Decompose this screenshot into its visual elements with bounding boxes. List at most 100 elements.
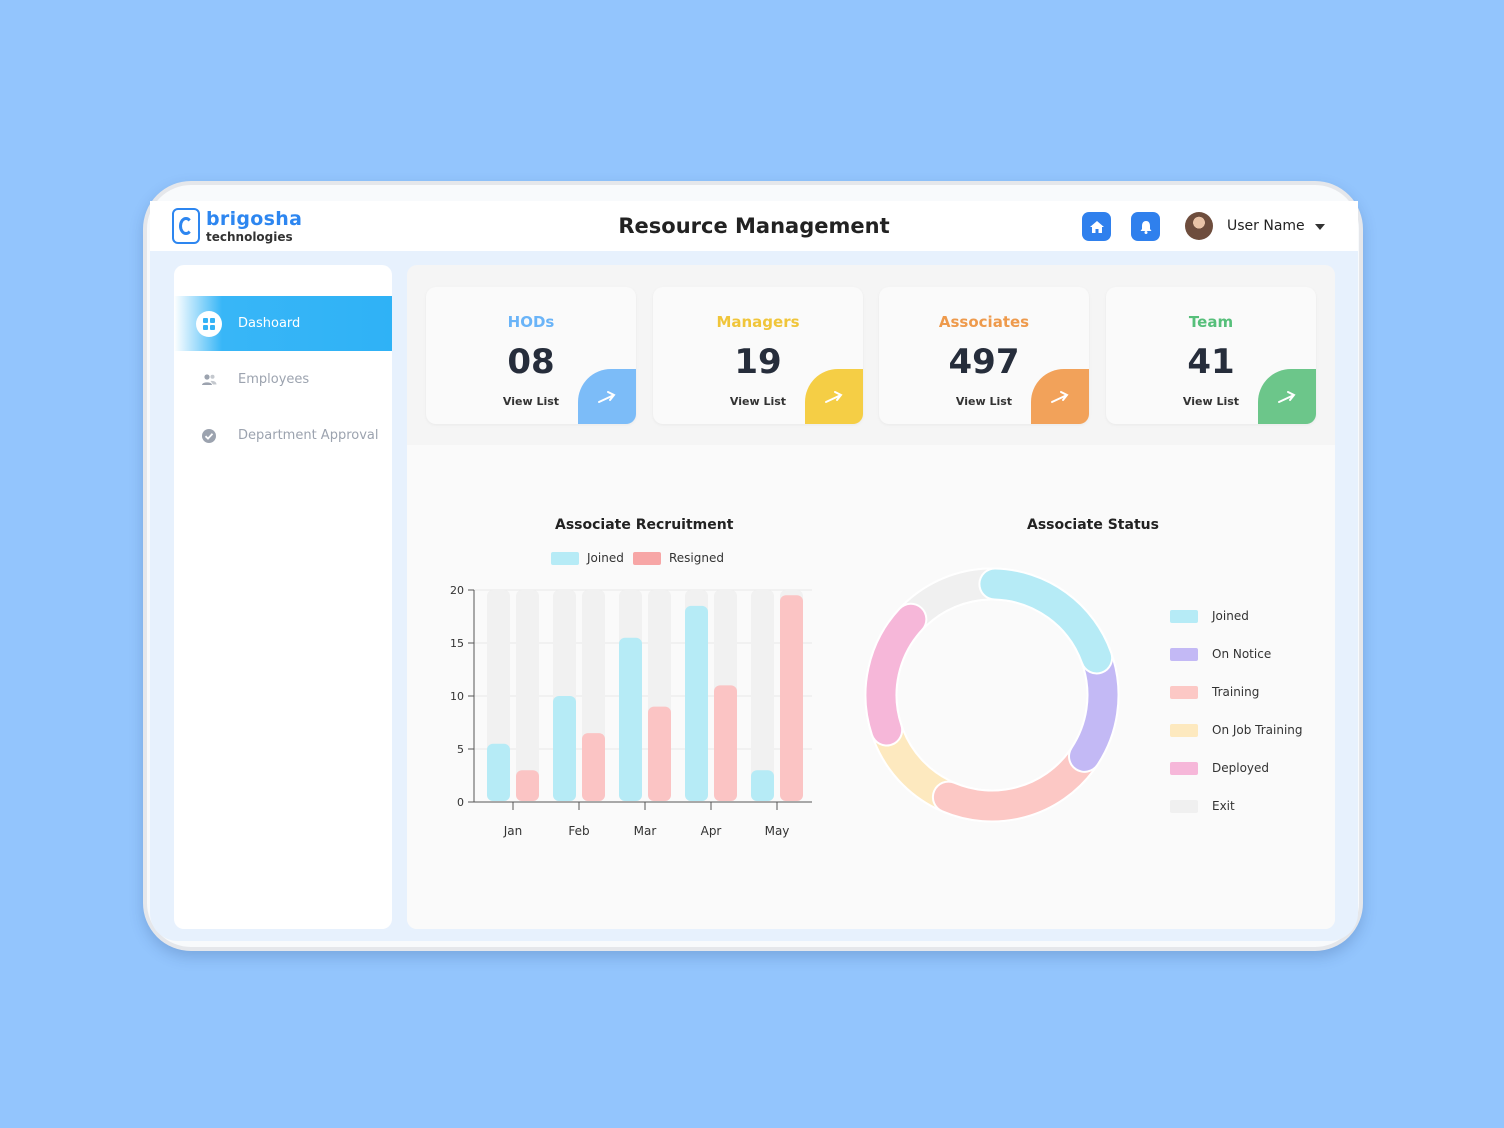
card-value: 497 bbox=[948, 342, 1020, 382]
donut-chart-title: Associate Status bbox=[1027, 517, 1159, 533]
y-tick-label: 20 bbox=[450, 585, 464, 597]
x-tick-label: May bbox=[765, 824, 790, 838]
legend-swatch bbox=[1170, 799, 1198, 813]
legend-swatch bbox=[551, 551, 579, 565]
bar-resigned-feb bbox=[582, 733, 605, 801]
legend-label: Deployed bbox=[1212, 761, 1270, 775]
x-tick-label: Mar bbox=[634, 824, 657, 838]
page-title: Resource Management bbox=[618, 214, 890, 238]
legend-swatch bbox=[1170, 761, 1198, 775]
user-avatar[interactable] bbox=[1185, 212, 1213, 240]
arrow-up-right-icon bbox=[1051, 391, 1069, 403]
legend-label: Joined bbox=[587, 551, 624, 565]
legend-item-deployed: Deployed bbox=[1170, 749, 1303, 787]
y-tick-label: 10 bbox=[450, 690, 464, 703]
card-arrow-button[interactable] bbox=[1258, 369, 1316, 424]
logo-name: brigosha bbox=[206, 207, 303, 230]
main-content: HODs 08 View List Managers 19 View List … bbox=[407, 265, 1335, 929]
top-bar: brigosha technologies Resource Managemen… bbox=[150, 201, 1358, 251]
stat-card-hods[interactable]: HODs 08 View List bbox=[426, 287, 636, 424]
legend-swatch bbox=[1170, 647, 1198, 661]
card-label: HODs bbox=[507, 313, 555, 331]
legend-label: Training bbox=[1212, 685, 1260, 699]
logo-mark-icon bbox=[172, 208, 200, 244]
sidebar-item-department-approval[interactable]: Department Approval bbox=[174, 408, 392, 463]
bar-track bbox=[516, 590, 539, 801]
bar-joined-jan bbox=[487, 743, 510, 801]
grid-icon bbox=[196, 310, 222, 337]
bar-resigned-apr bbox=[714, 685, 737, 801]
logo-subtitle: technologies bbox=[206, 229, 293, 244]
x-tick-label: Feb bbox=[568, 824, 589, 838]
y-tick-label: 15 bbox=[450, 637, 464, 650]
legend-label: On Job Training bbox=[1212, 723, 1303, 737]
card-arrow-button[interactable] bbox=[578, 369, 636, 424]
sidebar-item-label: Dashoard bbox=[238, 316, 301, 331]
bar-resigned-may bbox=[780, 595, 803, 801]
arrow-up-right-icon bbox=[598, 391, 616, 403]
legend-item-on-notice: On Notice bbox=[1170, 635, 1303, 673]
associate-recruitment-chart: 0 5 10 15 20 Jan Feb Mar Apr May bbox=[450, 585, 812, 838]
legend-swatch bbox=[633, 551, 661, 565]
legend-item-joined: Joined bbox=[1170, 597, 1303, 635]
charts-panel: Associate Recruitment Joined Resigned 0 5… bbox=[407, 445, 1335, 929]
bar-chart-legend-resigned: Resigned bbox=[633, 551, 724, 565]
card-value: 08 bbox=[507, 342, 555, 382]
stat-card-managers[interactable]: Managers 19 View List bbox=[653, 287, 863, 424]
app-screen: brigosha technologies Resource Managemen… bbox=[150, 201, 1358, 941]
arrow-up-right-icon bbox=[1278, 391, 1296, 403]
card-arrow-button[interactable] bbox=[1031, 369, 1089, 424]
view-list-link[interactable]: View List bbox=[502, 395, 560, 408]
stat-card-associates[interactable]: Associates 497 View List bbox=[879, 287, 1089, 424]
arrow-up-right-icon bbox=[825, 391, 843, 403]
donut-slice-deployed bbox=[866, 604, 926, 745]
card-label: Managers bbox=[716, 313, 800, 331]
legend-swatch bbox=[1170, 685, 1198, 699]
sidebar-item-dashboard[interactable]: Dashoard bbox=[174, 296, 392, 351]
legend-label: Exit bbox=[1212, 799, 1235, 813]
brand-logo[interactable]: brigosha technologies bbox=[172, 208, 302, 244]
legend-item-training: Training bbox=[1170, 673, 1303, 711]
card-label: Team bbox=[1188, 313, 1234, 331]
home-button[interactable] bbox=[1082, 212, 1111, 241]
notifications-button[interactable] bbox=[1131, 212, 1160, 241]
sidebar-item-employees[interactable]: Employees bbox=[174, 352, 392, 407]
donut-slice-on-notice bbox=[1070, 648, 1118, 771]
view-list-link[interactable]: View List bbox=[729, 395, 787, 408]
bar-resigned-mar bbox=[648, 706, 671, 801]
card-label: Associates bbox=[938, 313, 1030, 331]
bar-joined-mar bbox=[619, 637, 642, 801]
home-icon bbox=[1089, 220, 1104, 233]
bar-chart-legend-joined: Joined bbox=[551, 551, 624, 565]
legend-label: On Notice bbox=[1212, 647, 1272, 661]
chevron-down-icon[interactable] bbox=[1315, 224, 1325, 230]
sidebar: Dashoard Employees Department Approval bbox=[174, 265, 392, 929]
bar-chart-title: Associate Recruitment bbox=[555, 517, 734, 533]
stat-card-team[interactable]: Team 41 View List bbox=[1106, 287, 1316, 424]
donut-slice-joined bbox=[980, 569, 1112, 673]
view-list-link[interactable]: View List bbox=[1182, 395, 1240, 408]
sidebar-item-label: Employees bbox=[238, 372, 310, 387]
bar-resigned-jan bbox=[516, 770, 539, 801]
sidebar-item-label: Department Approval bbox=[238, 428, 379, 443]
check-circle-icon bbox=[196, 423, 222, 449]
bar-joined-feb bbox=[553, 696, 576, 801]
legend-item-on-job-training: On Job Training bbox=[1170, 711, 1303, 749]
legend-swatch bbox=[1170, 723, 1198, 737]
bar-joined-apr bbox=[685, 605, 708, 801]
legend-label: Resigned bbox=[669, 551, 724, 565]
y-tick-label: 5 bbox=[457, 743, 464, 756]
bar-joined-may bbox=[751, 770, 774, 801]
view-list-link[interactable]: View List bbox=[955, 395, 1013, 408]
legend-label: Joined bbox=[1212, 609, 1249, 623]
bar-track bbox=[751, 590, 774, 801]
bell-icon bbox=[1140, 220, 1151, 234]
card-arrow-button[interactable] bbox=[805, 369, 863, 424]
user-name[interactable]: User Name bbox=[1227, 218, 1305, 234]
card-value: 19 bbox=[734, 342, 782, 382]
x-tick-label: Apr bbox=[701, 824, 722, 838]
legend-swatch bbox=[1170, 609, 1198, 623]
associate-status-chart bbox=[864, 567, 1120, 823]
legend-item-exit: Exit bbox=[1170, 787, 1303, 825]
donut-legend: Joined On Notice Training On Job Trainin… bbox=[1170, 597, 1303, 825]
